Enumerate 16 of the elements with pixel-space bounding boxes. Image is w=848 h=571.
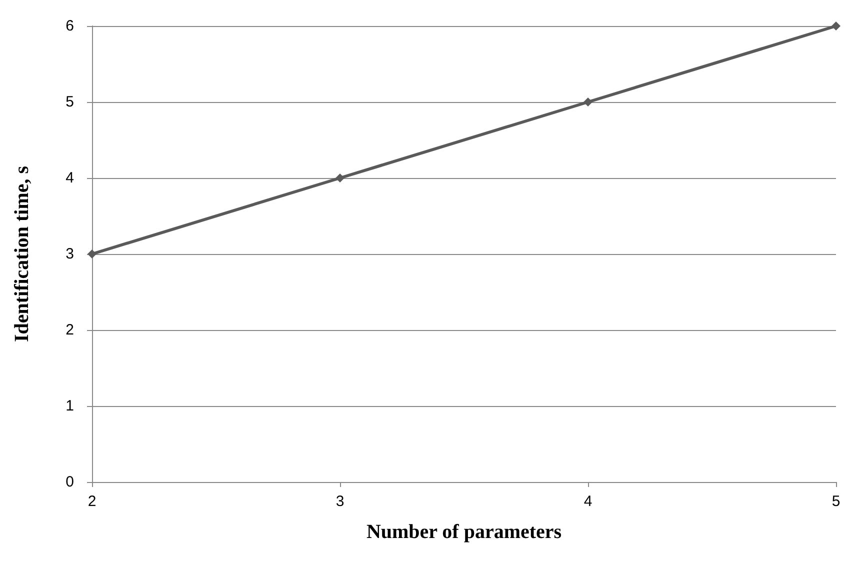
y-tick-label: 5 <box>66 94 74 110</box>
point <box>584 98 592 106</box>
x-tick-label: 3 <box>336 493 344 510</box>
point <box>832 22 840 30</box>
y-axis-title: Identification time, s <box>11 166 33 342</box>
y-tick-label: 0 <box>66 474 74 490</box>
point <box>336 174 344 182</box>
x-tick-label: 2 <box>88 493 96 510</box>
y-tick-label: 4 <box>66 170 74 186</box>
x-tick-label: 4 <box>584 493 592 510</box>
y-tick-label: 1 <box>66 398 74 414</box>
x-tick-label: 5 <box>832 493 840 510</box>
x-axis-title: Number of parameters <box>366 521 562 543</box>
y-tick-label: 3 <box>66 246 74 262</box>
y-tick-label: 2 <box>66 322 74 338</box>
y-tick-label: 6 <box>66 18 74 34</box>
